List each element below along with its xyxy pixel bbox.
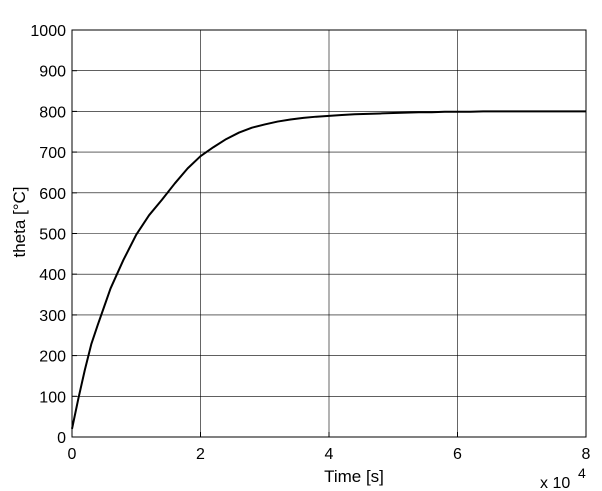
x-multiplier-exponent: 4 [578, 465, 586, 481]
y-tick-label: 400 [39, 267, 66, 284]
x-tick-label: 8 [582, 446, 591, 463]
y-tick-label: 600 [39, 186, 66, 203]
y-tick-label: 0 [57, 430, 66, 447]
x-multiplier-label: x 10 [540, 475, 570, 491]
x-axis-label: Time [s] [324, 467, 384, 486]
y-tick-label: 500 [39, 227, 66, 244]
y-axis-label: theta [°C] [10, 186, 29, 257]
y-tick-label: 800 [39, 104, 66, 121]
y-tick-label: 100 [39, 389, 66, 406]
x-tick-label: 4 [325, 446, 334, 463]
y-tick-label: 1000 [30, 23, 66, 40]
y-axis: 0 100 200 300 400 500 600 700 800 900 1000 [30, 23, 77, 447]
x-tick-label: 0 [68, 446, 77, 463]
x-tick-label: 2 [196, 446, 205, 463]
y-tick-label: 200 [39, 349, 66, 366]
y-tick-label: 300 [39, 308, 66, 325]
y-tick-label: 700 [39, 145, 66, 162]
series-line-0 [71, 110, 586, 430]
y-tick-label: 900 [39, 64, 66, 81]
series-layer [71, 110, 586, 430]
x-tick-label: 6 [453, 446, 462, 463]
x-axis: 0 2 4 6 8 [68, 432, 591, 463]
